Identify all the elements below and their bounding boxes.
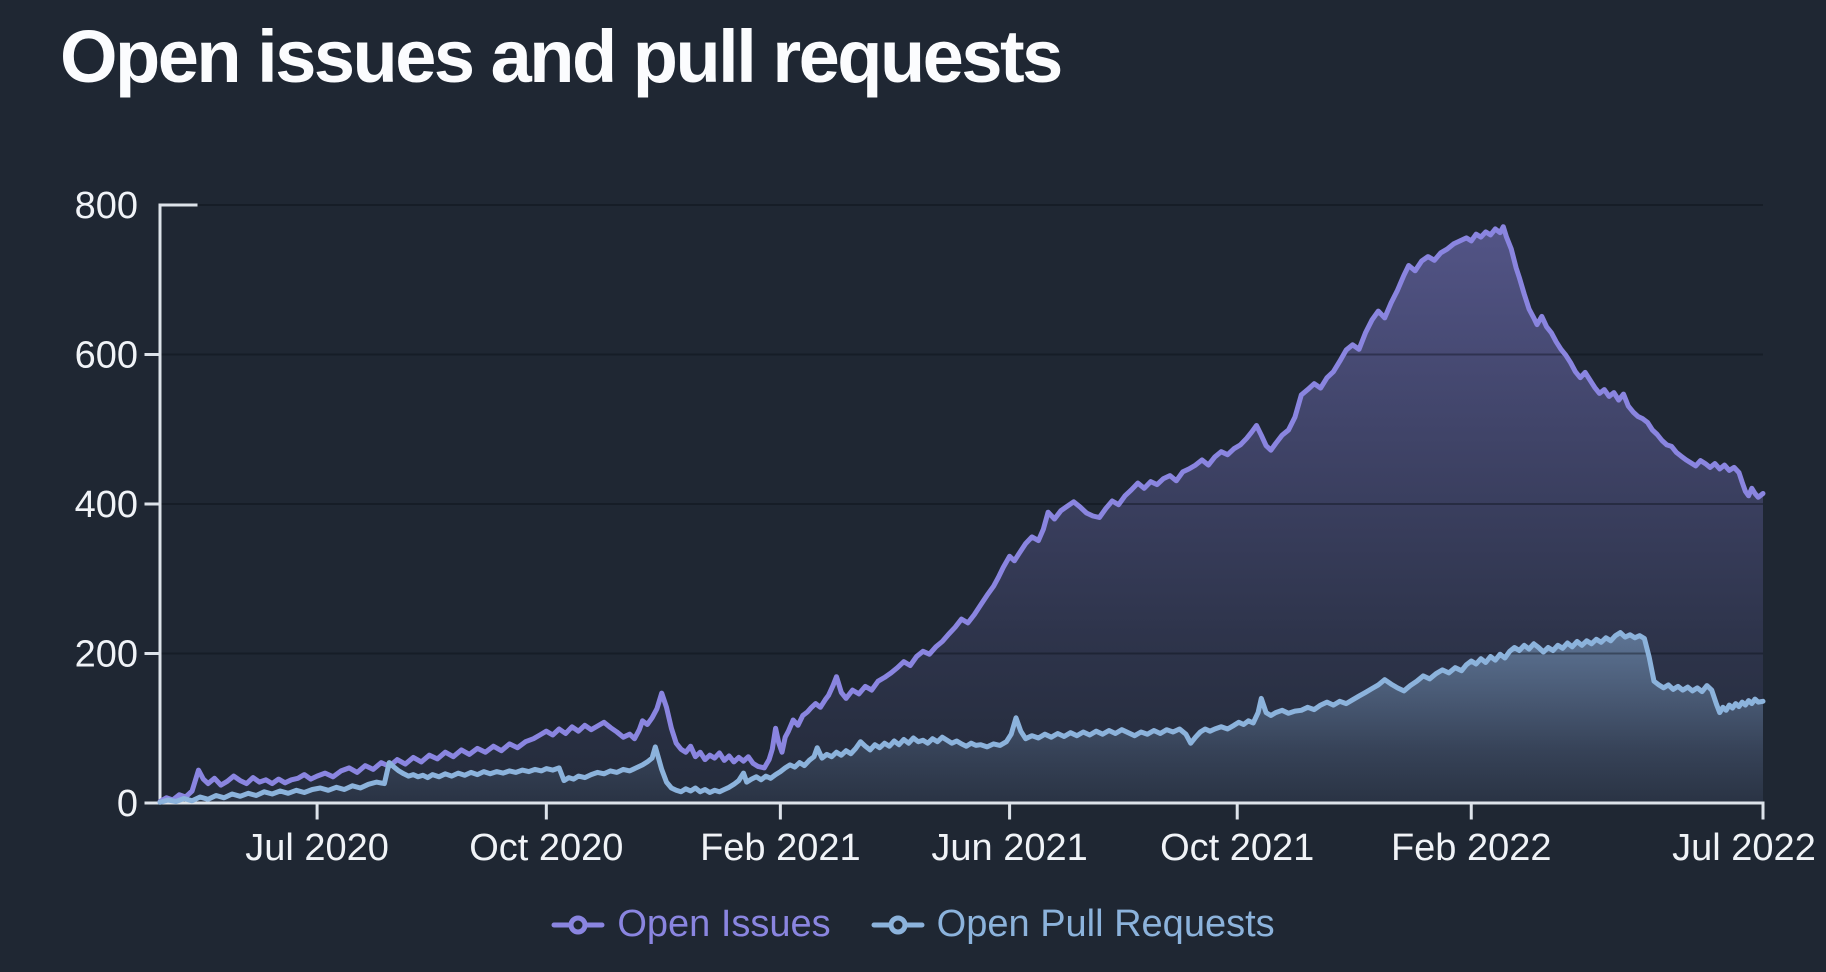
x-tick-label: Jul 2020: [245, 827, 389, 869]
x-tick-label: Feb 2022: [1391, 827, 1552, 869]
x-tick-labels: Jul 2020 Oct 2020 Feb 2021 Jun 2021 Oct 2021…: [245, 827, 1816, 869]
y-tick-labels: 0 200 400 600 800: [75, 185, 138, 825]
x-tick-label: Oct 2021: [1160, 827, 1314, 869]
x-tick-label: Jun 2021: [931, 827, 1087, 869]
x-tick-label: Oct 2020: [469, 827, 623, 869]
y-tick-label: 0: [117, 783, 138, 825]
legend-label: Open Issues: [617, 903, 831, 945]
legend-label: Open Pull Requests: [936, 903, 1275, 945]
series-line-open-issues: [157, 224, 1766, 804]
line-circle-marker-icon: [871, 915, 925, 934]
legend-item-open-issues[interactable]: Open Issues: [551, 903, 831, 946]
x-tick-label: Feb 2021: [700, 827, 861, 869]
y-tick-label: 600: [75, 335, 138, 377]
x-tick-label: Jul 2022: [1672, 827, 1816, 869]
legend-item-open-pull-requests[interactable]: Open Pull Requests: [871, 903, 1275, 946]
line-circle-marker-icon: [551, 915, 605, 934]
y-tick-label: 400: [75, 484, 138, 526]
y-tick-label: 200: [75, 634, 138, 676]
y-tick-label: 800: [75, 185, 138, 227]
series-area-open-pull-requests: [160, 632, 1763, 803]
chart-title: Open issues and pull requests: [60, 15, 1063, 98]
legend: Open Issues Open Pull Requests: [0, 903, 1826, 946]
series-area-open-issues: [160, 226, 1763, 803]
series-line-open-pull-requests: [157, 630, 1766, 805]
y-gridlines: [160, 204, 1763, 655]
